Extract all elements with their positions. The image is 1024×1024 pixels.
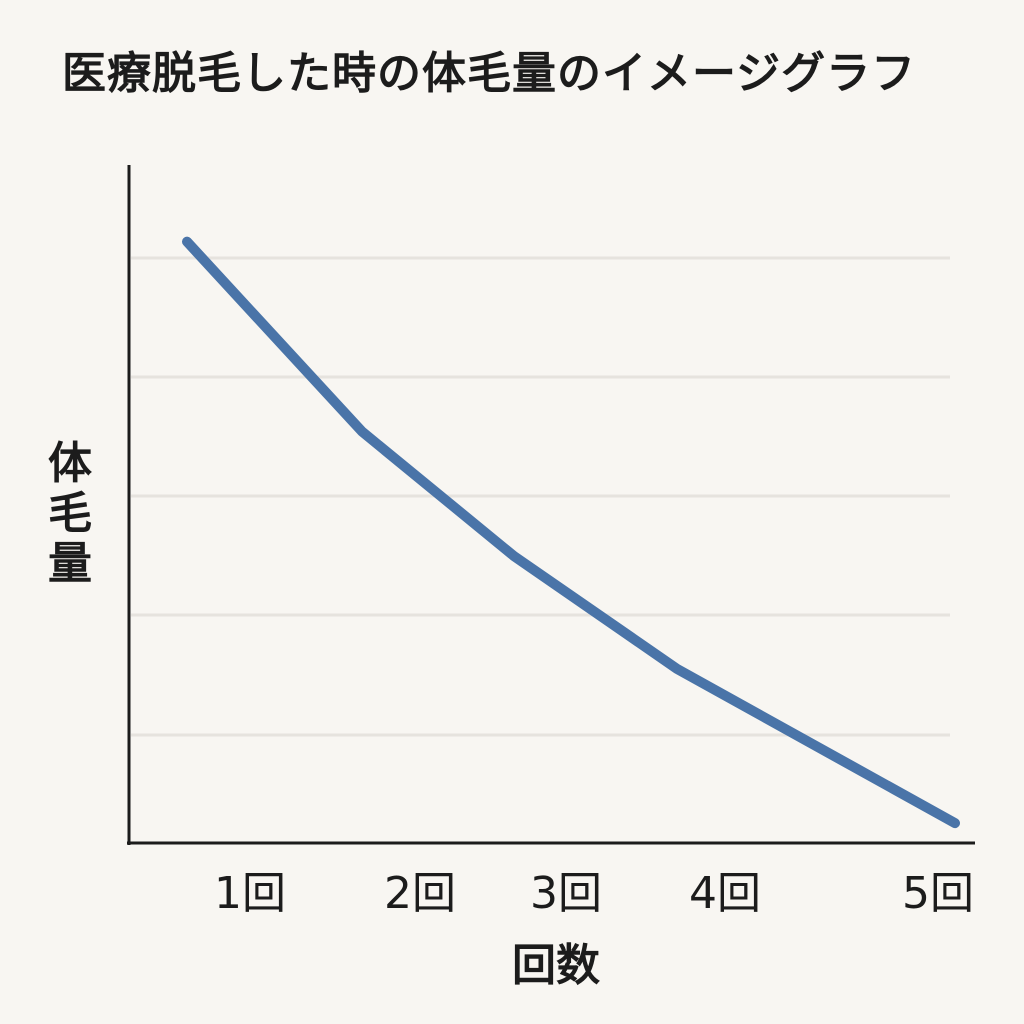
y-axis-title-char: 量 <box>48 538 92 589</box>
y-axis-title: 体毛量 <box>48 438 92 589</box>
x-tick-label-4: 4回 <box>689 868 761 919</box>
chart-title: 医療脱毛した時の体毛量のイメージグラフ <box>62 48 917 99</box>
y-axis-title-char: 体 <box>48 438 92 489</box>
x-axis-title: 回数 <box>512 940 600 991</box>
x-tick-label-1: 1回 <box>214 868 286 919</box>
y-axis-title-char: 毛 <box>48 488 92 539</box>
x-tick-label-3: 3回 <box>530 868 602 919</box>
grid-lines <box>131 256 950 737</box>
x-tick-label-5: 5回 <box>902 868 974 919</box>
x-tick-label-2: 2回 <box>384 868 456 919</box>
series-layer <box>182 236 960 829</box>
x-tick-labels: 1回 2回 3回 4回 5回 <box>214 868 974 919</box>
